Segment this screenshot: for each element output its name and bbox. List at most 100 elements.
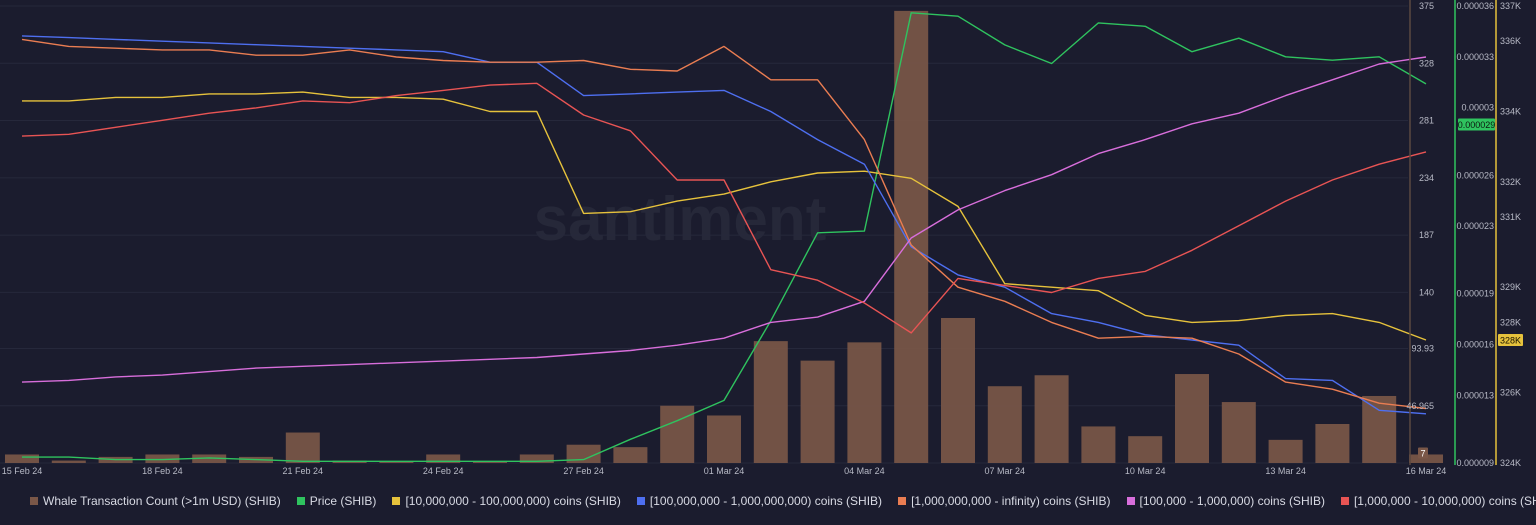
- holders-tick-label: 337K: [1500, 1, 1521, 11]
- count-tick-label: 140: [1419, 287, 1434, 297]
- lines-layer: [21, 12, 1427, 462]
- bar-whale-count: [1175, 374, 1209, 463]
- bar-whale-count: [613, 447, 648, 463]
- holders-tick-label: 334K: [1500, 106, 1521, 116]
- x-tick-label: 13 Mar 24: [1265, 466, 1306, 476]
- legend-label: Price (SHIB): [309, 494, 377, 508]
- bar-whale-count: [847, 342, 882, 463]
- legend-item[interactable]: [1,000,000,000 - infinity) coins (SHIB): [898, 494, 1111, 508]
- axes-layer: 15 Feb 24 18 Feb 24 21 Feb 24 24 Feb 24 27 F…: [2, 0, 1521, 476]
- price-badge-label: 0.000029: [1458, 120, 1496, 130]
- bar-whale-count: [800, 360, 835, 463]
- price-tick-label: 0.00003: [1461, 103, 1494, 113]
- price-badge: [1458, 118, 1495, 131]
- legend-item[interactable]: [10,000,000 - 100,000,000) coins (SHIB): [392, 494, 621, 508]
- x-tick-label: 15 Feb 24: [2, 466, 43, 476]
- bar-whale-count: [1362, 395, 1397, 463]
- price-tick-label: 0.000013: [1456, 390, 1494, 400]
- count-tick-label: 46.965: [1406, 401, 1434, 411]
- legend-swatch: [1126, 497, 1135, 505]
- watermark-text: santiment: [534, 185, 827, 254]
- series-line: [21, 82, 1427, 334]
- x-tick-label: 07 Mar 24: [985, 466, 1026, 476]
- bar-whale-count: [1409, 454, 1443, 463]
- bar-whale-count: [1081, 426, 1116, 463]
- price-tick-label: 0.000033: [1456, 52, 1494, 62]
- count-tick-label: 187: [1419, 230, 1434, 240]
- bar-whale-count: [473, 461, 507, 463]
- x-tick-label: 24 Feb 24: [423, 466, 464, 476]
- legend-label: [100,000 - 1,000,000) coins (SHIB): [1139, 494, 1325, 508]
- holders-tick-label: 332K: [1500, 177, 1521, 187]
- holders-tick-label: 326K: [1500, 388, 1521, 398]
- price-tick-label: 0.000023: [1456, 221, 1494, 231]
- count-tick-label: 93.93: [1411, 344, 1434, 354]
- x-tick-label: 18 Feb 24: [142, 466, 183, 476]
- count-tick-label: 281: [1419, 116, 1434, 126]
- holders-badge-label: 328K: [1500, 335, 1521, 345]
- count-tick-label: 234: [1419, 173, 1434, 183]
- price-tick-label: 0.000019: [1456, 289, 1494, 299]
- legend-swatch: [636, 497, 645, 505]
- holders-tick-label: 328K: [1500, 317, 1521, 327]
- price-tick-label: 0.000009: [1456, 458, 1494, 468]
- legend-item[interactable]: Price (SHIB): [296, 494, 377, 508]
- bar-whale-count: [285, 432, 320, 463]
- count-badge: [1418, 447, 1428, 459]
- bar-whale-count: [519, 454, 554, 463]
- bar-whale-count: [707, 415, 741, 463]
- bar-whale-count: [1315, 424, 1350, 463]
- x-tick-label: 04 Mar 24: [844, 466, 885, 476]
- bar-whale-count: [379, 461, 414, 463]
- bar-whale-count: [941, 317, 975, 463]
- legend-item[interactable]: [100,000 - 1,000,000) coins (SHIB): [1126, 494, 1325, 508]
- chart-legend: Whale Transaction Count (>1m USD) (SHIB)…: [30, 492, 1536, 510]
- count-tick-label: 328: [1419, 58, 1434, 68]
- x-tick-label: 01 Mar 24: [704, 466, 745, 476]
- holders-badge: [1498, 333, 1523, 346]
- legend-swatch: [898, 497, 907, 505]
- bar-whale-count: [987, 386, 1022, 463]
- x-tick-label: 27 Feb 24: [563, 466, 604, 476]
- price-tick-label: 0.000016: [1456, 340, 1494, 350]
- x-tick-label: 10 Mar 24: [1125, 466, 1166, 476]
- bar-whale-count: [566, 444, 601, 463]
- holders-tick-label: 336K: [1500, 36, 1521, 46]
- legend-swatch: [1340, 497, 1349, 505]
- legend-item[interactable]: [1,000,000 - 10,000,000) coins (SHIB): [1340, 494, 1536, 508]
- series-line: [21, 35, 1427, 415]
- count-badge-label: 7: [1420, 448, 1425, 458]
- bar-whale-count: [1268, 439, 1303, 463]
- legend-label: [100,000,000 - 1,000,000,000) coins (SHI…: [649, 494, 883, 508]
- price-tick-label: 0.000036: [1456, 1, 1494, 11]
- bar-whale-count: [894, 10, 929, 464]
- bar-whale-count: [426, 454, 461, 463]
- price-tick-label: 0.000026: [1456, 170, 1494, 180]
- holders-tick-label: 324K: [1500, 458, 1521, 468]
- badges-layer: 0.000029 328K 7: [1418, 118, 1523, 459]
- holders-tick-label: 329K: [1500, 282, 1521, 292]
- grid-layer: [0, 5, 1408, 464]
- bar-whale-count: [51, 460, 86, 463]
- bar-whale-count: [1034, 375, 1069, 463]
- bar-whale-count: [1221, 402, 1256, 463]
- legend-swatch: [30, 497, 38, 505]
- legend-swatch: [392, 497, 401, 505]
- x-tick-label: 21 Feb 24: [283, 466, 324, 476]
- bar-whale-count: [5, 454, 39, 463]
- x-tick-label: 16 Mar 24: [1406, 466, 1447, 476]
- legend-label: [1,000,000,000 - infinity) coins (SHIB): [911, 494, 1111, 508]
- bar-whale-count: [753, 341, 788, 463]
- bar-whale-count: [1128, 436, 1163, 463]
- series-line: [22, 12, 1427, 462]
- legend-item[interactable]: [100,000,000 - 1,000,000,000) coins (SHI…: [636, 494, 883, 508]
- holders-tick-label: 331K: [1500, 212, 1521, 222]
- series-line: [21, 56, 1427, 383]
- legend-swatch: [296, 497, 305, 505]
- legend-label: Whale Transaction Count (>1m USD) (SHIB): [43, 494, 281, 508]
- count-tick-label: 375: [1419, 1, 1434, 11]
- legend-item[interactable]: Whale Transaction Count (>1m USD) (SHIB): [30, 494, 281, 508]
- legend-label: [1,000,000 - 10,000,000) coins (SHIB): [1353, 494, 1536, 508]
